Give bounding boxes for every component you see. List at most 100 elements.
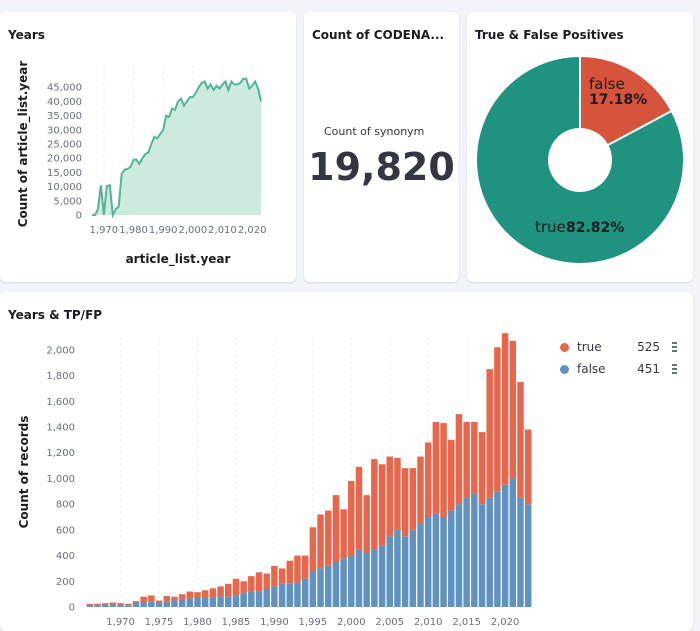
legend-item-true[interactable]: true 525: [560, 336, 677, 358]
bar-true: [209, 588, 217, 598]
bar-false: [286, 583, 294, 607]
panel-title-years: Years: [8, 28, 45, 42]
legend-menu-icon[interactable]: [672, 364, 677, 374]
slice-label-false: false: [589, 75, 625, 93]
bar-false: [424, 517, 432, 607]
bar-true: [394, 457, 401, 530]
bar-true: [378, 464, 386, 546]
x-tick-label: 1,990: [260, 617, 289, 628]
bar-false: [340, 558, 347, 607]
bar-true: [301, 555, 309, 579]
bar-false: [501, 484, 509, 607]
bar-false: [178, 599, 186, 607]
legend-menu-icon[interactable]: [672, 342, 677, 352]
bar-true: [501, 333, 509, 485]
y-tick-label: 30,000: [47, 125, 82, 136]
legend-value-true: 525: [637, 340, 660, 354]
bar-false: [94, 605, 101, 607]
bar-false: [248, 591, 255, 607]
bar-true: [140, 596, 147, 603]
bar-false: [494, 491, 501, 607]
years-tpfp-bar-chart: 0 200 400 600 800 1,000 1,200 1,400 1,600 1,800 2,…: [17, 333, 532, 628]
metric-value: 19,820: [308, 145, 455, 189]
bar-true: [432, 421, 440, 514]
bar-true: [332, 495, 340, 562]
bar-false: [471, 493, 478, 607]
bar-true: [478, 432, 486, 505]
count-panel: Count of CODENA... Count of synonym 19,8…: [304, 12, 459, 282]
bar-true: [363, 495, 370, 553]
bar-false: [140, 602, 147, 607]
bar-true: [148, 595, 155, 602]
bar-false: [209, 597, 217, 607]
x-tick-label: 1,985: [222, 617, 251, 628]
area-fill: [92, 78, 262, 215]
bar-false: [486, 497, 493, 607]
bar-true: [101, 603, 109, 605]
years-tpfp-panel: Years & TP/FP 0 200 400 600 800 1,000 1,200 1,4…: [0, 292, 693, 631]
bar-true: [524, 429, 532, 505]
bar-false: [432, 513, 440, 607]
bar-true: [263, 573, 270, 589]
pie-slice-true: [475, 54, 686, 265]
slice-label-true: true: [535, 218, 566, 236]
bar-true: [471, 421, 478, 494]
bar-true: [324, 510, 332, 566]
bar-false: [417, 523, 424, 607]
y-tick-label: 600: [56, 525, 75, 536]
bar-false: [117, 605, 124, 607]
bar-true: [255, 572, 263, 592]
bar-true: [340, 509, 347, 559]
y-tick-label: 200: [56, 577, 75, 588]
legend-item-false[interactable]: false 451: [560, 358, 677, 380]
bar-false: [148, 601, 155, 607]
bar-true: [278, 568, 286, 584]
bar-false: [163, 601, 170, 607]
bar-false: [217, 596, 224, 607]
bar-true: [109, 602, 117, 605]
bar-true: [355, 466, 363, 550]
true-false-panel: True & False Positives false 17.18% true 82…: [467, 12, 693, 282]
bar-true: [194, 592, 201, 598]
area-line: [92, 77, 262, 219]
legend-label-true: true: [577, 340, 602, 354]
y-tick-label: 0: [76, 211, 82, 222]
y-tick-label: 25,000: [47, 140, 82, 151]
bar-true: [294, 555, 301, 583]
bar-false: [363, 553, 370, 607]
bar-false: [86, 605, 94, 607]
bar-false: [301, 578, 309, 607]
y-tick-label: 45,000: [47, 83, 82, 94]
bar-false: [524, 504, 532, 607]
bar-false: [232, 595, 240, 607]
bar-true: [463, 421, 470, 498]
bar-true: [271, 565, 278, 587]
bar-false: [186, 598, 194, 607]
bar-false: [401, 536, 409, 607]
bar-false: [355, 549, 363, 607]
x-tick-label: 2,000: [337, 617, 366, 628]
bar-true: [424, 442, 432, 517]
bar-true: [401, 468, 409, 537]
bar-false: [271, 586, 278, 607]
x-tick-label: 2,010: [414, 617, 443, 628]
y-axis-title: Count of records: [17, 416, 31, 529]
bar-false: [409, 529, 417, 607]
bar-true: [155, 600, 163, 603]
bar-false: [455, 504, 463, 607]
x-tick-label: 1,990: [149, 225, 178, 236]
y-tick-label: 10,000: [47, 182, 82, 193]
bar-false: [517, 497, 524, 607]
y-tick-label: 40,000: [47, 97, 82, 108]
y-tick-label: 400: [56, 551, 75, 562]
x-axis-title: article_list.year: [126, 252, 231, 267]
bar-true: [409, 468, 417, 530]
x-tick-label: 1,980: [183, 617, 212, 628]
bar-false: [125, 605, 132, 607]
years-panel: Years 0 5,000 10,000 15,000 20,000 25,000 30,0…: [0, 12, 296, 282]
bar-false: [394, 529, 401, 607]
bar-false: [109, 604, 117, 607]
bar-false: [324, 565, 332, 607]
y-tick-label: 5,000: [53, 196, 82, 207]
bar-true: [317, 514, 324, 569]
